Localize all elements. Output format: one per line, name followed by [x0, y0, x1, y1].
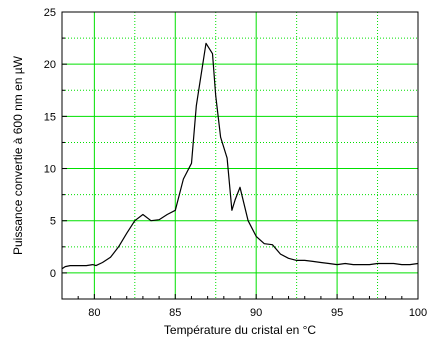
- y-tick-label-5: 25: [44, 7, 56, 19]
- x-tick-label-2: 90: [250, 307, 262, 319]
- y-tick-label-4: 20: [44, 59, 56, 71]
- series-line-0: [61, 42, 419, 270]
- grid-lines: [62, 12, 419, 299]
- y-tick-label-1: 5: [50, 216, 56, 228]
- y-tick-label-3: 15: [44, 111, 56, 123]
- plot-frame: [61, 11, 419, 300]
- x-axis-title: Température du cristal en °C: [164, 323, 317, 337]
- y-tick-label-2: 10: [44, 164, 56, 176]
- x-tick-label-3: 95: [331, 307, 343, 319]
- x-tick-label-0: 80: [88, 307, 100, 319]
- y-tick-label-0: 0: [50, 268, 56, 280]
- axis-ticks: 80 85 90 95 100 0 5 10 15 20 25: [44, 7, 427, 319]
- series-line-layer: [61, 42, 419, 270]
- x-tick-label-1: 85: [169, 307, 181, 319]
- y-axis-title: Puissance convertie à 600 nm en µW: [11, 55, 25, 255]
- x-tick-label-4: 100: [409, 307, 427, 319]
